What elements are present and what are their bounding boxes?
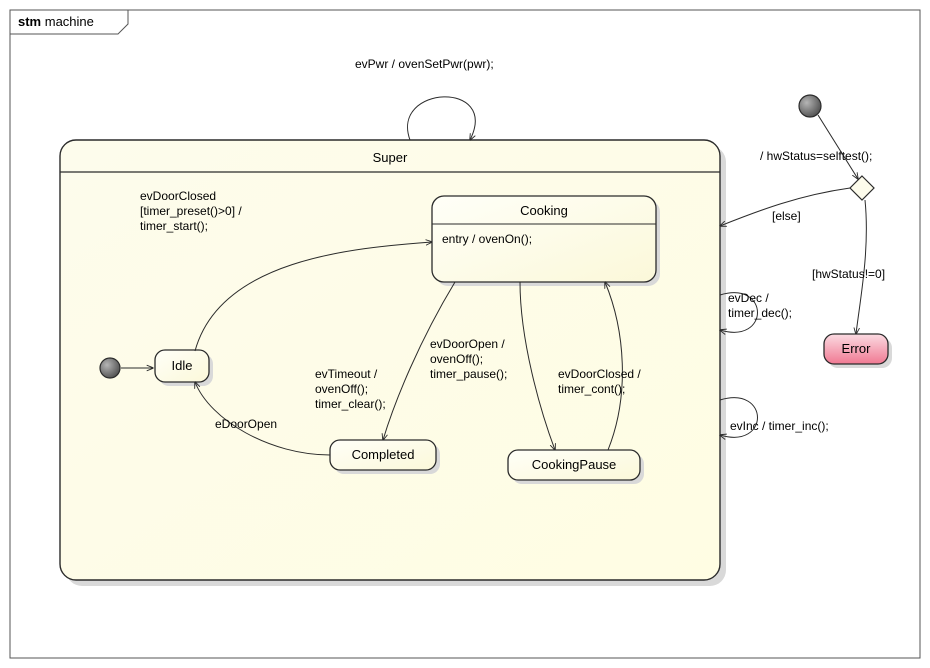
idle-cook-l3: timer_start();: [140, 219, 208, 233]
cook-comp-l1: evTimeout /: [315, 367, 378, 381]
initial-to-choice: [818, 115, 858, 179]
initial-outer: [799, 95, 821, 117]
else-label: [else]: [772, 209, 801, 223]
pause-label: CookingPause: [532, 457, 617, 472]
pause-cook-l1: evDoorClosed /: [558, 367, 641, 381]
comp-idle-label: eDoorOpen: [215, 417, 277, 431]
frame-title: stm machine: [18, 14, 94, 29]
idle-label: Idle: [172, 358, 193, 373]
choice-node: [850, 176, 874, 200]
evdec-label-1: evDec /: [728, 291, 769, 305]
hwerr-label: [hwStatus!=0]: [812, 267, 885, 281]
pause-cook-l2: timer_cont();: [558, 382, 625, 396]
evinc-label: evInc / timer_inc();: [730, 419, 829, 433]
cook-pause-l2: ovenOff();: [430, 352, 483, 366]
super-label: Super: [373, 150, 408, 165]
cooking-label: Cooking: [520, 203, 568, 218]
selftest-label: / hwStatus=selftest();: [760, 149, 872, 163]
cook-comp-l3: timer_clear();: [315, 397, 386, 411]
self-loop-evpwr: [408, 97, 476, 140]
self-evpwr-label: evPwr / ovenSetPwr(pwr);: [355, 57, 494, 71]
cook-pause-l3: timer_pause();: [430, 367, 507, 381]
completed-label: Completed: [352, 447, 415, 462]
idle-cook-l1: evDoorClosed: [140, 189, 216, 203]
idle-cook-l2: [timer_preset()>0] /: [140, 204, 242, 218]
state-machine-diagram: stm machine Super evPwr / ovenSetPwr(pwr…: [0, 0, 930, 668]
error-label: Error: [842, 341, 872, 356]
cooking-entry: entry / ovenOn();: [442, 232, 532, 246]
cook-pause-l1: evDoorOpen /: [430, 337, 505, 351]
initial-inner: [100, 358, 120, 378]
evdec-label-2: timer_dec();: [728, 306, 792, 320]
cook-comp-l2: ovenOff();: [315, 382, 368, 396]
